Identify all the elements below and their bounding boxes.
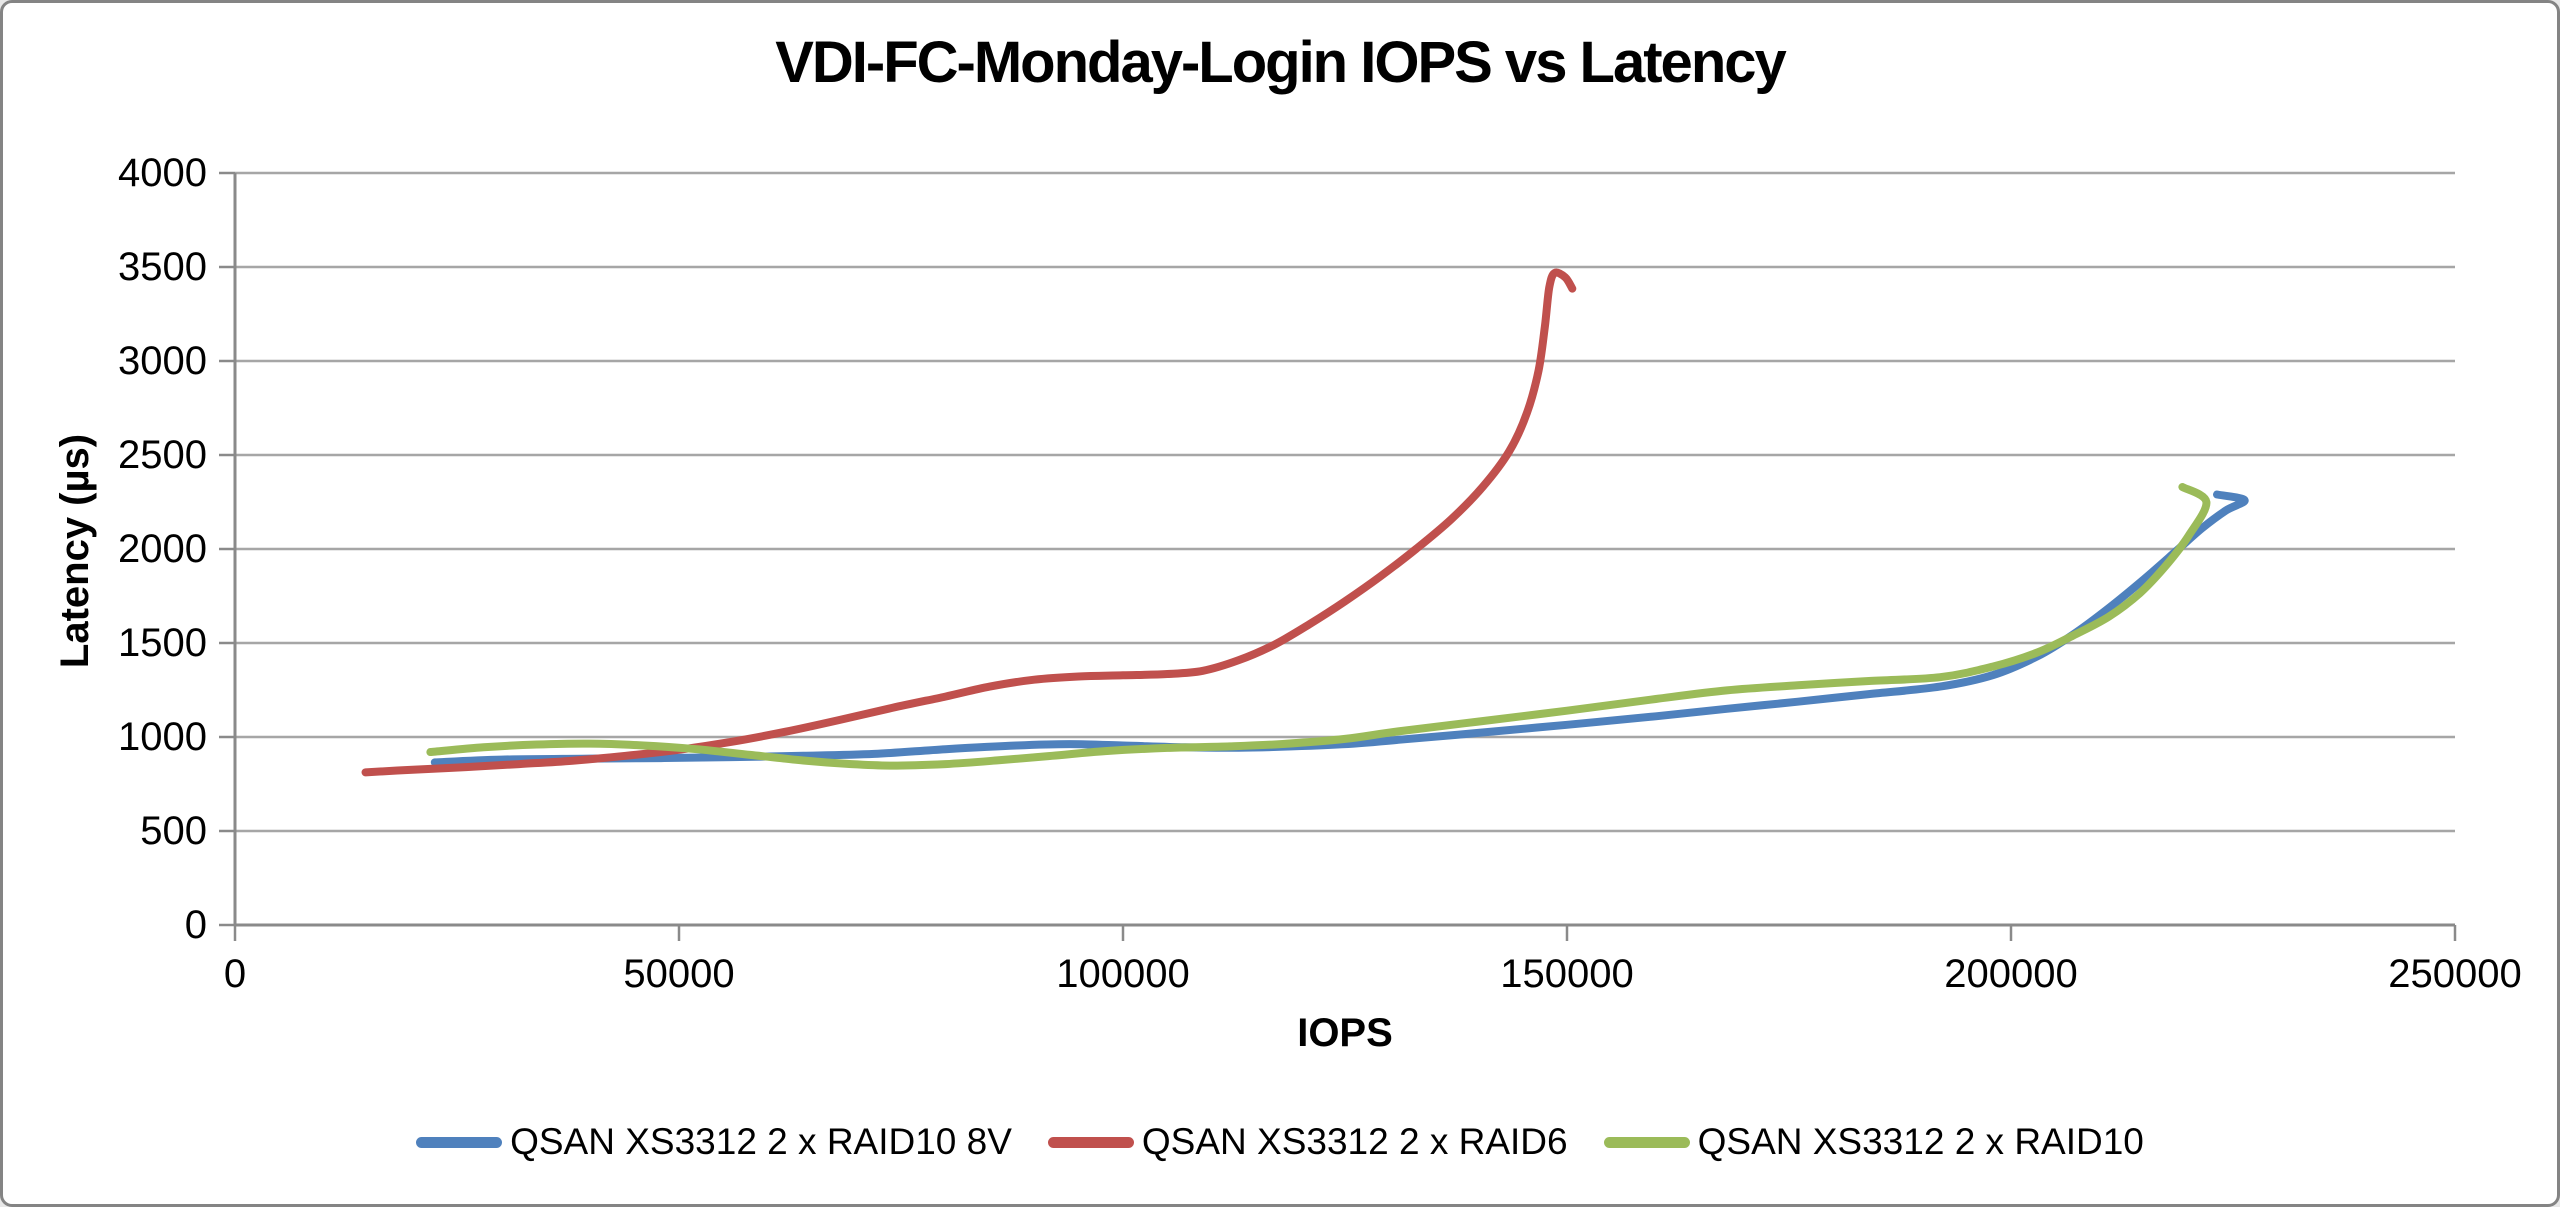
x-tick-label: 250000 [2388,952,2521,996]
legend-label: QSAN XS3312 2 x RAID10 8V [510,1121,1012,1162]
legend-swatch-green-icon [1603,1136,1690,1148]
legend-label: QSAN XS3312 2 x RAID10 [1697,1121,2144,1162]
y-tick-label: 2000 [118,527,207,571]
y-tick-label: 4000 [118,151,207,195]
chart-title: VDI-FC-Monday-Login IOPS vs Latency [775,30,1787,95]
y-tick-label: 2500 [118,433,207,477]
y-tick-label: 3000 [118,339,207,383]
x-tick-label: 0 [224,952,246,996]
legend-swatch-blue-icon [416,1136,503,1148]
legend: QSAN XS3312 2 x RAID10 8V QSAN XS3312 2 … [3,1121,2557,1163]
y-tick-label: 1500 [118,621,207,665]
legend-label: QSAN XS3312 2 x RAID6 [1141,1121,1568,1162]
legend-swatch-red-icon [1047,1136,1134,1148]
legend-item-raid10: QSAN XS3312 2 x RAID10 [1603,1121,2144,1163]
series-line-1 [361,268,1577,777]
legend-item-raid10-8v: QSAN XS3312 2 x RAID10 8V [416,1121,1012,1163]
series-line-0 [430,490,2249,767]
x-tick-label: 100000 [1056,952,1189,996]
y-tick-label: 500 [140,809,207,853]
plot-area: 0 500 1000 1500 2000 2500 3000 3500 4000 0 50000 10… [118,151,2522,996]
x-tick-label: 50000 [623,952,734,996]
y-tick-label: 1000 [118,715,207,759]
x-axis-title: IOPS [1297,1011,1393,1055]
x-tick-label: 150000 [1500,952,1633,996]
y-tick-label: 3500 [118,245,207,289]
legend-item-raid6: QSAN XS3312 2 x RAID6 [1047,1121,1568,1163]
series-line-2 [426,483,2211,770]
y-tick-label: 0 [185,903,207,947]
x-tick-label: 200000 [1944,952,2077,996]
